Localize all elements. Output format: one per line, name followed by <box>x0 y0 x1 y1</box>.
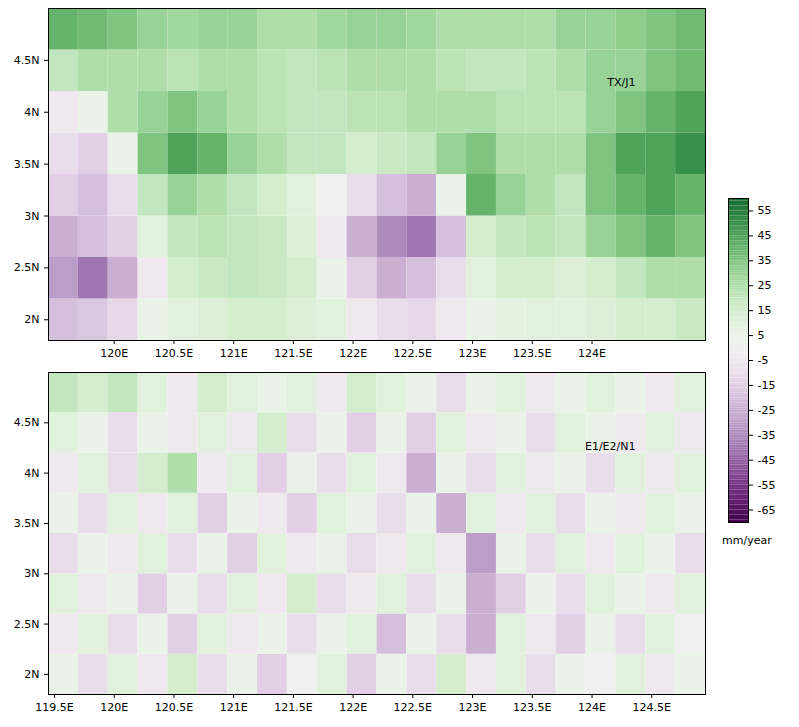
svg-text:119.5E: 119.5E <box>35 701 73 714</box>
svg-text:35: 35 <box>758 254 772 267</box>
svg-text:3N: 3N <box>24 567 39 580</box>
svg-text:122.5E: 122.5E <box>394 347 432 360</box>
svg-text:2.5N: 2.5N <box>14 261 40 274</box>
svg-text:5: 5 <box>758 329 765 342</box>
svg-text:3N: 3N <box>24 210 39 223</box>
svg-text:122E: 122E <box>339 701 367 714</box>
svg-text:123.5E: 123.5E <box>513 701 551 714</box>
svg-text:2.5N: 2.5N <box>14 618 40 631</box>
svg-text:121.5E: 121.5E <box>274 347 312 360</box>
svg-text:2N: 2N <box>24 668 39 681</box>
svg-text:120E: 120E <box>100 701 128 714</box>
svg-text:4.5N: 4.5N <box>14 54 40 67</box>
svg-text:122.5E: 122.5E <box>394 701 432 714</box>
svg-text:124E: 124E <box>578 347 606 360</box>
svg-text:15: 15 <box>758 304 772 317</box>
svg-text:-45: -45 <box>758 454 776 467</box>
svg-text:124E: 124E <box>578 701 606 714</box>
svg-text:45: 45 <box>758 229 772 242</box>
svg-text:4N: 4N <box>24 106 39 119</box>
svg-text:123.5E: 123.5E <box>513 347 551 360</box>
svg-text:123E: 123E <box>459 701 487 714</box>
svg-text:4N: 4N <box>24 467 39 480</box>
svg-text:3.5N: 3.5N <box>14 158 40 171</box>
svg-text:124.5E: 124.5E <box>633 701 671 714</box>
svg-text:-5: -5 <box>758 354 769 367</box>
svg-text:120.5E: 120.5E <box>155 701 193 714</box>
html-text:mm/year: mm/year <box>722 534 772 547</box>
svg-text:4.5N: 4.5N <box>14 416 40 429</box>
svg-text:-55: -55 <box>758 479 776 492</box>
svg-text:25: 25 <box>758 279 772 292</box>
svg-text:-35: -35 <box>758 429 776 442</box>
svg-text:55: 55 <box>758 204 772 217</box>
svg-text:TX/J1: TX/J1 <box>606 76 635 89</box>
svg-text:E1/E2/N1: E1/E2/N1 <box>585 440 636 453</box>
svg-text:120E: 120E <box>100 347 128 360</box>
svg-text:-25: -25 <box>758 404 776 417</box>
svg-text:-65: -65 <box>758 504 776 517</box>
svg-text:121E: 121E <box>220 701 248 714</box>
svg-text:3.5N: 3.5N <box>14 517 40 530</box>
svg-text:123E: 123E <box>459 347 487 360</box>
svg-text:2N: 2N <box>24 313 39 326</box>
svg-text:122E: 122E <box>339 347 367 360</box>
svg-text:121E: 121E <box>220 347 248 360</box>
svg-text:120.5E: 120.5E <box>155 347 193 360</box>
svg-text:-15: -15 <box>758 379 776 392</box>
svg-text:121.5E: 121.5E <box>274 701 312 714</box>
